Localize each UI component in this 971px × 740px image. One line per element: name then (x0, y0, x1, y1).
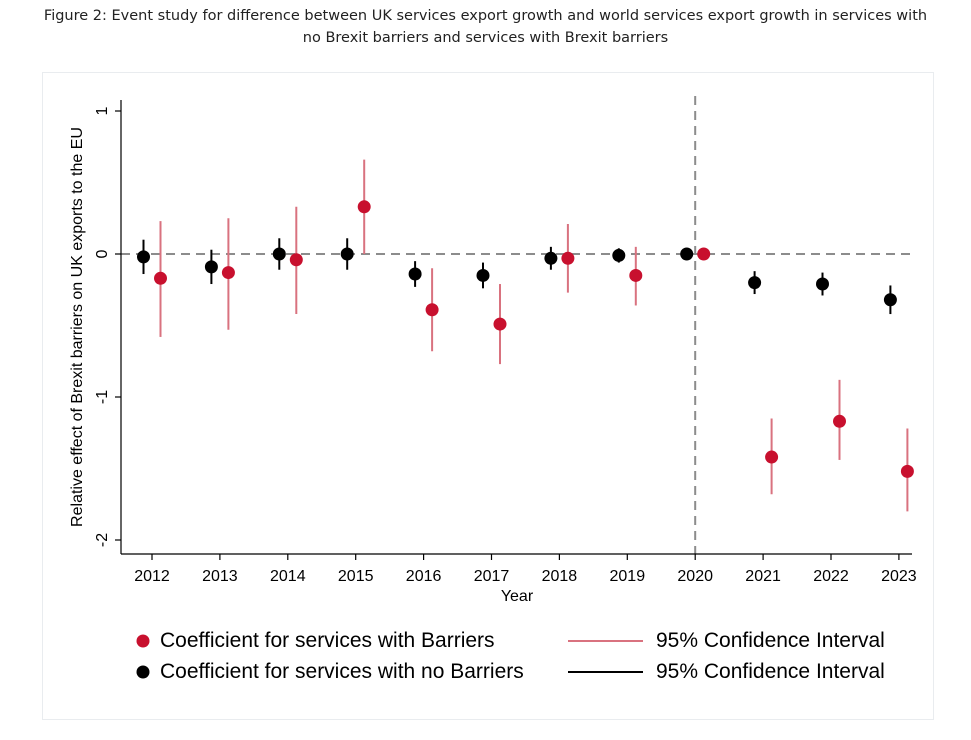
data-marks (137, 159, 914, 512)
no-barriers-point-2017 (476, 268, 490, 282)
no-barriers-point-2014 (272, 247, 286, 261)
barriers-point-2023 (900, 464, 914, 478)
x-tick-label: 2015 (338, 568, 374, 585)
x-tick-label: 2013 (202, 568, 238, 585)
barriers-point-2014 (289, 253, 303, 267)
barriers-point-2018 (561, 251, 575, 265)
barriers-point-2022 (833, 414, 846, 428)
no-barriers-point-2015 (340, 247, 354, 261)
reference-lines (121, 96, 912, 554)
no-barriers-point-2020 (680, 247, 694, 261)
barriers-point-2020 (697, 247, 711, 261)
barriers-point-2016 (425, 303, 439, 317)
no-barriers-point-2016 (408, 267, 422, 281)
legend-barriers-ci-label: 95% Confidence Interval (656, 629, 885, 652)
x-tick-label: 2022 (813, 568, 849, 585)
x-tick-label: 2014 (270, 568, 306, 585)
no-barriers-point-2018 (544, 251, 558, 265)
x-tick-label: 2020 (677, 568, 713, 585)
barriers-point-2015 (357, 200, 371, 214)
barriers-point-2017 (493, 317, 507, 331)
legend-barriers-label: Coefficient for services with Barriers (160, 629, 495, 652)
no-barriers-point-2021 (748, 276, 762, 290)
x-tick-label: 2023 (881, 568, 917, 585)
x-tick-label: 2012 (134, 568, 170, 585)
no-barriers-point-2019 (612, 248, 626, 262)
axes: 1 0 -1 -2 2012 2013 2014 2015 2016 2017 2018 2019 20… (69, 100, 917, 605)
barriers-point-2021 (765, 450, 779, 464)
no-barriers-point-2023 (883, 293, 897, 307)
y-tick-label: -2 (94, 533, 111, 547)
x-tick-label: 2016 (406, 568, 442, 585)
x-tick-label: 2017 (474, 568, 510, 585)
barriers-point-2012 (154, 271, 167, 285)
y-tick-label: 0 (94, 249, 111, 258)
no-barriers-point-2022 (816, 277, 829, 291)
legend-no-barriers-ci-label: 95% Confidence Interval (656, 660, 885, 683)
figure-title: Figure 2: Event study for difference bet… (0, 5, 971, 49)
barriers-point-2019 (629, 268, 643, 282)
x-tick-label: 2019 (610, 568, 646, 585)
no-barriers-point-2013 (204, 260, 218, 274)
legend-no-barriers-label: Coefficient for services with no Barrier… (160, 660, 524, 683)
x-axis-label: Year (501, 588, 534, 605)
y-tick-label: -1 (94, 390, 111, 404)
no-barriers-point-2012 (137, 250, 150, 264)
figure-title-line-1: Figure 2: Event study for difference bet… (43, 8, 928, 24)
y-tick-label: 1 (94, 106, 111, 115)
legend: Coefficient for services with Barriers 95… (136, 629, 885, 683)
x-tick-label: 2018 (542, 568, 578, 585)
legend-no-barriers-marker (136, 665, 150, 679)
legend-barriers-marker (136, 634, 150, 648)
barriers-point-2013 (221, 266, 235, 280)
x-tick-label: 2021 (745, 568, 781, 585)
figure-title-line-2: no Brexit barriers and services with Bre… (302, 30, 669, 46)
y-axis-label: Relative effect of Brexit barriers on UK… (69, 127, 86, 527)
plot-frame (42, 72, 934, 720)
